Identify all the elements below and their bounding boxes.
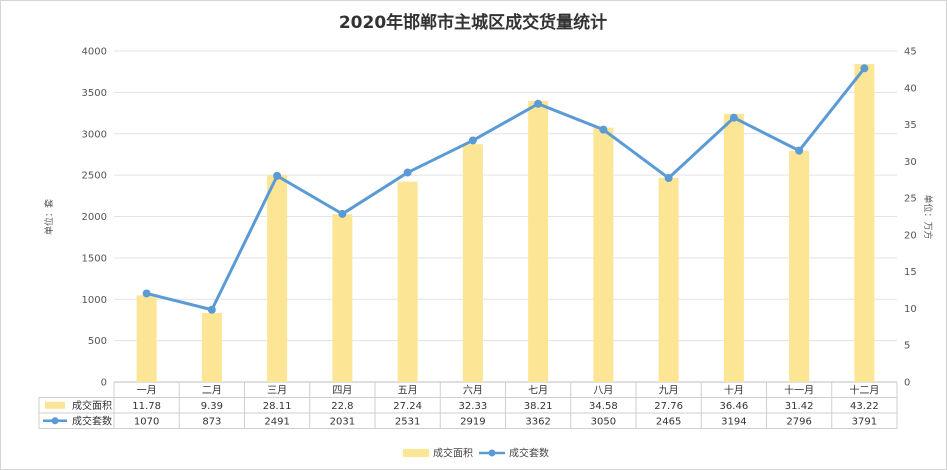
table-cell: 43.22 — [850, 401, 879, 412]
bar — [462, 144, 483, 382]
right-tick-label: 5 — [904, 341, 910, 352]
line-point — [403, 168, 412, 177]
line-point — [599, 125, 608, 134]
table-cell: 2919 — [460, 416, 485, 427]
table-cell: 1070 — [134, 416, 159, 427]
table-cell: 2491 — [264, 416, 289, 427]
line-point — [664, 174, 673, 183]
bar — [658, 177, 679, 382]
line-layer — [142, 64, 869, 314]
table-cell: 11.78 — [132, 401, 161, 412]
table-cell: 9.39 — [201, 401, 223, 412]
bar — [267, 175, 288, 382]
legend-line-label: 成交套数 — [509, 447, 549, 460]
left-tick-label: 2500 — [82, 171, 107, 182]
left-tick-label: 500 — [88, 336, 107, 347]
right-tick-label: 45 — [904, 47, 917, 58]
category-label: 十二月 — [849, 384, 879, 397]
category-label: 一月 — [137, 385, 157, 397]
left-tick-label: 3500 — [82, 88, 107, 99]
line-series — [146, 67, 866, 312]
legend-bar-label: 成交面积 — [433, 447, 473, 460]
bars-layer — [136, 64, 875, 383]
table-cell: 22.8 — [331, 401, 353, 412]
category-label: 十月 — [724, 384, 744, 397]
line-point — [860, 64, 869, 73]
legend-bar-swatch — [403, 449, 429, 457]
table-cell: 31.42 — [785, 401, 814, 412]
category-label: 十一月 — [784, 384, 814, 397]
bar — [854, 64, 875, 382]
right-tick-label: 25 — [904, 194, 917, 205]
table-key-bar — [45, 401, 65, 409]
bar — [723, 113, 744, 383]
table-cell: 2531 — [395, 416, 420, 427]
line-point — [142, 289, 151, 298]
table-cell: 2796 — [786, 416, 811, 427]
right-tick-label: 15 — [904, 267, 917, 278]
bar — [789, 150, 810, 382]
right-axis-title: 单位：万方 — [922, 194, 934, 239]
line-point — [468, 136, 477, 145]
bar — [201, 312, 222, 382]
category-label: 七月 — [528, 385, 548, 397]
category-label: 四月 — [332, 385, 352, 397]
line-point — [729, 113, 738, 122]
category-label: 六月 — [463, 385, 483, 397]
table-cell: 27.76 — [654, 401, 683, 412]
right-tick-label: 35 — [904, 120, 917, 131]
right-tick-label: 10 — [904, 304, 917, 315]
bar — [397, 181, 418, 382]
legend-line-marker — [488, 449, 496, 457]
category-label: 二月 — [202, 385, 222, 397]
table-cell: 28.11 — [263, 401, 292, 412]
right-tick-label: 20 — [904, 230, 917, 241]
bar — [593, 127, 614, 382]
line-point — [534, 99, 543, 108]
line-point — [338, 209, 347, 218]
table-cell: 873 — [202, 416, 221, 427]
line-point — [207, 305, 216, 314]
bar — [136, 295, 157, 382]
category-label: 五月 — [398, 385, 418, 397]
right-tick-label: 40 — [904, 83, 917, 94]
bar — [332, 214, 353, 382]
table-cell: 3791 — [852, 416, 877, 427]
right-tick-label: 30 — [904, 157, 917, 168]
category-label: 三月 — [267, 385, 287, 397]
table-series-name: 成交套数 — [72, 414, 112, 427]
table-cell: 2031 — [330, 416, 355, 427]
legend: 成交面积 成交套数 — [403, 447, 549, 460]
left-tick-label: 3000 — [82, 129, 107, 140]
category-label: 八月 — [593, 385, 613, 397]
category-label: 九月 — [659, 385, 679, 397]
left-axis-title: 单位：套 — [43, 199, 55, 235]
table-cell: 3362 — [525, 416, 550, 427]
table-cell: 2465 — [656, 416, 681, 427]
line-point — [795, 146, 804, 155]
line-point — [273, 171, 282, 180]
bar — [528, 100, 549, 383]
table-cell: 27.24 — [393, 401, 422, 412]
table-cell: 3194 — [721, 416, 746, 427]
left-tick-label: 1500 — [82, 253, 107, 264]
left-tick-label: 1000 — [82, 295, 107, 306]
table-cell: 36.46 — [720, 401, 749, 412]
grid-layer — [114, 50, 897, 383]
chart-title: 2020年邯郸市主城区成交货量统计 — [339, 12, 607, 33]
table-series-name: 成交面积 — [72, 399, 112, 412]
left-tick-label: 0 — [101, 378, 107, 389]
table-cell: 34.58 — [589, 401, 618, 412]
table-cell: 38.21 — [524, 401, 553, 412]
table-key-marker — [51, 417, 59, 425]
table-cell: 3050 — [591, 416, 616, 427]
left-tick-label: 4000 — [82, 47, 107, 58]
right-tick-label: 0 — [904, 378, 910, 389]
table-cell: 32.33 — [459, 401, 488, 412]
axis-layer: 0 500 1000 1500 2000 2500 3000 3500 4000 0 5 10 15 20… — [43, 47, 934, 389]
left-tick-label: 2000 — [82, 212, 107, 223]
